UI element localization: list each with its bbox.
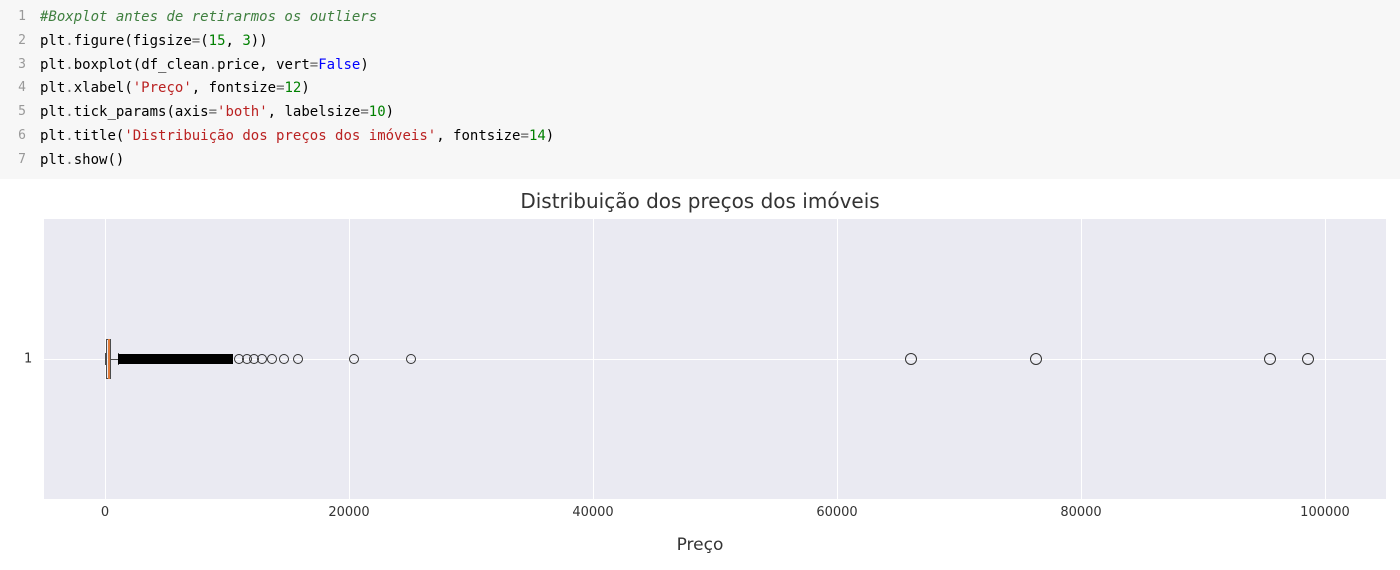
xtick-label: 20000 bbox=[328, 505, 369, 520]
line-number: 6 bbox=[0, 125, 40, 149]
xtick-label: 80000 bbox=[1060, 505, 1101, 520]
line-number: 3 bbox=[0, 54, 40, 78]
flier-dense-band bbox=[118, 354, 233, 364]
code-content: plt.tick_params(axis='both', labelsize=1… bbox=[40, 101, 394, 125]
xtick-label: 0 bbox=[101, 505, 109, 520]
code-line: 5plt.tick_params(axis='both', labelsize=… bbox=[0, 101, 1400, 125]
code-content: plt.xlabel('Preço', fontsize=12) bbox=[40, 77, 310, 101]
plot-output: Distribuição dos preços dos imóveis Preç… bbox=[0, 179, 1400, 559]
code-line: 3plt.boxplot(df_clean.price, vert=False) bbox=[0, 54, 1400, 78]
code-content: plt.boxplot(df_clean.price, vert=False) bbox=[40, 54, 369, 78]
code-line: 6plt.title('Distribuição dos preços dos … bbox=[0, 125, 1400, 149]
code-line: 4plt.xlabel('Preço', fontsize=12) bbox=[0, 77, 1400, 101]
code-content: plt.title('Distribuição dos preços dos i… bbox=[40, 125, 554, 149]
chart-title: Distribuição dos preços dos imóveis bbox=[0, 189, 1400, 213]
code-line: 7plt.show() bbox=[0, 149, 1400, 173]
line-number: 1 bbox=[0, 6, 40, 30]
chart-axes bbox=[44, 219, 1386, 499]
line-number: 5 bbox=[0, 101, 40, 125]
whisker-high bbox=[111, 359, 118, 360]
flier-marker bbox=[279, 354, 289, 364]
code-line: 1#Boxplot antes de retirarmos os outlier… bbox=[0, 6, 1400, 30]
median-line bbox=[108, 339, 110, 379]
xtick-label: 60000 bbox=[816, 505, 857, 520]
flier-marker bbox=[905, 353, 917, 365]
chart-xlabel: Preço bbox=[0, 535, 1400, 555]
code-cell: 1#Boxplot antes de retirarmos os outlier… bbox=[0, 0, 1400, 179]
flier-marker bbox=[267, 354, 277, 364]
flier-marker bbox=[257, 354, 267, 364]
line-number: 2 bbox=[0, 30, 40, 54]
flier-marker bbox=[406, 354, 416, 364]
flier-marker bbox=[293, 354, 303, 364]
flier-marker bbox=[1030, 353, 1042, 365]
line-number: 7 bbox=[0, 149, 40, 173]
code-content: plt.show() bbox=[40, 149, 124, 173]
flier-marker bbox=[1302, 353, 1314, 365]
line-number: 4 bbox=[0, 77, 40, 101]
ytick-label: 1 bbox=[24, 351, 32, 366]
code-content: #Boxplot antes de retirarmos os outliers bbox=[40, 6, 377, 30]
xtick-label: 100000 bbox=[1300, 505, 1350, 520]
flier-marker bbox=[349, 354, 359, 364]
xtick-label: 40000 bbox=[572, 505, 613, 520]
code-line: 2plt.figure(figsize=(15, 3)) bbox=[0, 30, 1400, 54]
code-content: plt.figure(figsize=(15, 3)) bbox=[40, 30, 268, 54]
flier-marker bbox=[1264, 353, 1276, 365]
